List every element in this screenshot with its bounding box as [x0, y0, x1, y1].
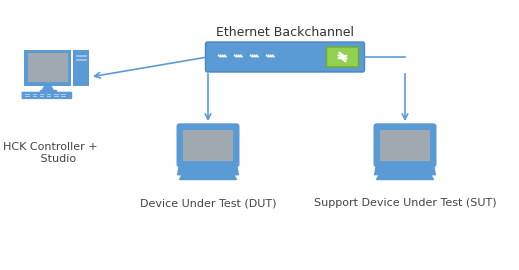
FancyBboxPatch shape — [76, 59, 87, 61]
Polygon shape — [376, 175, 433, 180]
FancyBboxPatch shape — [25, 96, 30, 97]
FancyBboxPatch shape — [39, 94, 44, 95]
Polygon shape — [43, 86, 53, 90]
Polygon shape — [177, 164, 238, 175]
FancyBboxPatch shape — [326, 47, 359, 67]
FancyBboxPatch shape — [76, 55, 87, 57]
FancyBboxPatch shape — [28, 53, 67, 82]
FancyBboxPatch shape — [183, 130, 233, 160]
FancyBboxPatch shape — [24, 49, 71, 86]
FancyBboxPatch shape — [374, 123, 436, 167]
FancyBboxPatch shape — [61, 94, 66, 95]
FancyBboxPatch shape — [47, 96, 51, 97]
FancyBboxPatch shape — [33, 94, 37, 95]
FancyBboxPatch shape — [39, 96, 44, 97]
Text: Support Device Under Test (SUT): Support Device Under Test (SUT) — [313, 198, 496, 208]
FancyBboxPatch shape — [22, 92, 72, 99]
FancyBboxPatch shape — [25, 94, 30, 95]
FancyBboxPatch shape — [54, 96, 59, 97]
Text: HCK Controller +
     Studio: HCK Controller + Studio — [3, 142, 98, 164]
Text: Device Under Test (DUT): Device Under Test (DUT) — [140, 198, 276, 208]
FancyBboxPatch shape — [54, 94, 59, 95]
FancyBboxPatch shape — [47, 94, 51, 95]
Text: Ethernet Backchannel: Ethernet Backchannel — [216, 26, 354, 39]
FancyBboxPatch shape — [33, 96, 37, 97]
FancyBboxPatch shape — [176, 123, 239, 167]
FancyBboxPatch shape — [206, 42, 364, 72]
Polygon shape — [375, 164, 435, 175]
FancyBboxPatch shape — [61, 96, 66, 97]
FancyBboxPatch shape — [380, 130, 430, 160]
Polygon shape — [180, 175, 237, 180]
FancyBboxPatch shape — [73, 49, 89, 86]
FancyBboxPatch shape — [39, 90, 56, 93]
